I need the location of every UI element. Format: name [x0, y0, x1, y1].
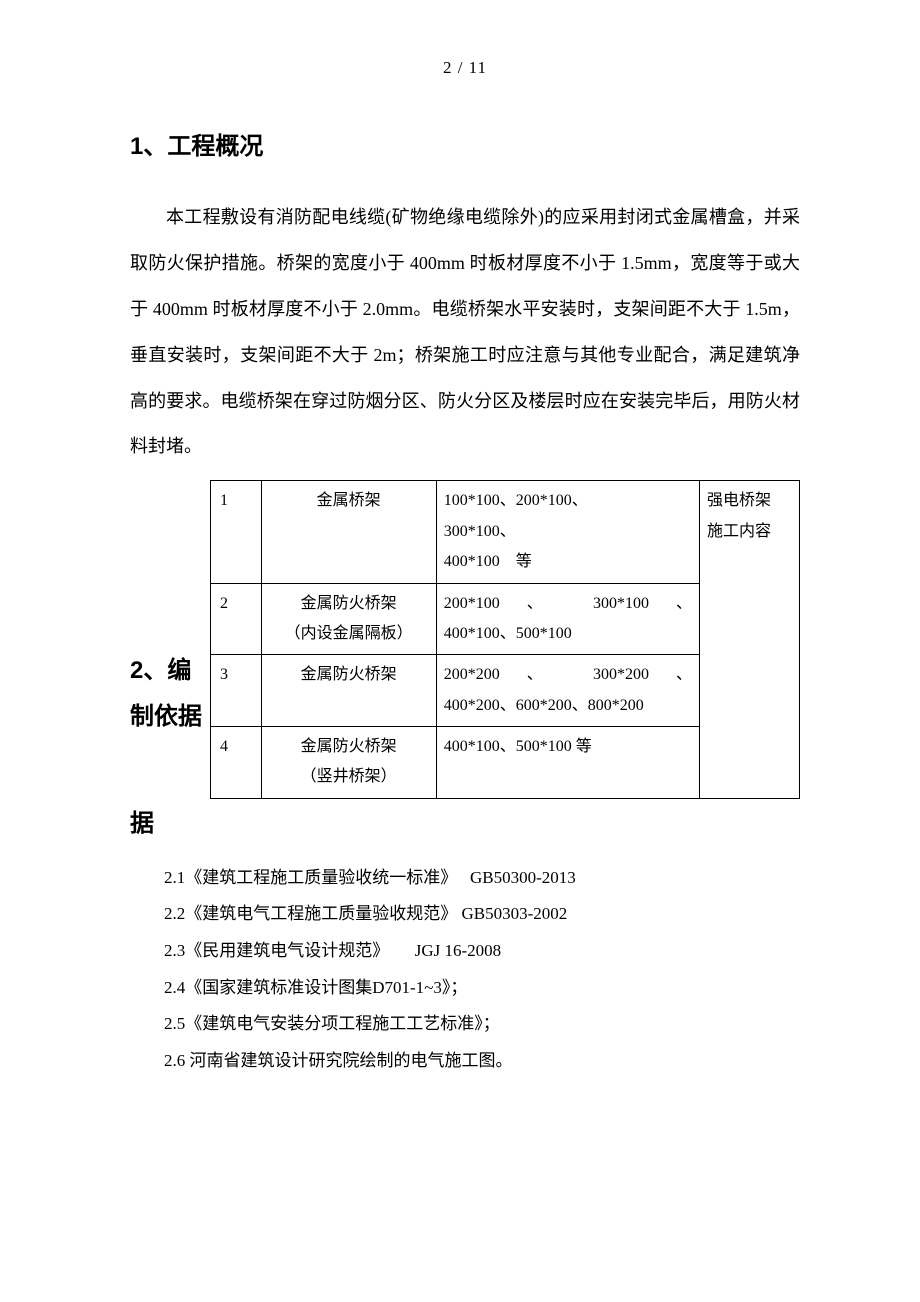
reference-list: 2.1《建筑工程施工质量验收统一标准》 GB50300-2013 2.2《建筑电…	[130, 860, 800, 1079]
spec-line: 400*100、500*100 等	[444, 738, 592, 755]
cell-name: 金属防火桥架 （内设金属隔板）	[261, 583, 436, 655]
cell-name: 金属防火桥架	[261, 655, 436, 727]
bridge-table: 1 金属桥架 100*100、200*100、 300*100、 400*100…	[210, 480, 800, 799]
reference-item: 2.4《国家建筑标准设计图集D701-1~3》；	[164, 970, 800, 1007]
cell-name: 金属桥架	[261, 481, 436, 583]
spec-line: 400*100、500*100	[444, 625, 572, 642]
name-line: 金属防火桥架	[301, 738, 397, 755]
cell-spec: 200*100 、 300*100 、 400*100、500*100	[436, 583, 699, 655]
spec-line: 100*100、200*100、	[444, 492, 588, 509]
reference-item: 2.5《建筑电气安装分项工程施工工艺标准》；	[164, 1006, 800, 1043]
reference-item: 2.3《民用建筑电气设计规范》 JGJ 16-2008	[164, 933, 800, 970]
right-note-line: 强电桥架	[707, 492, 771, 509]
spec-line: 200*200 、 300*200 、	[444, 660, 692, 690]
reference-item: 2.6 河南省建筑设计研究院绘制的电气施工图。	[164, 1043, 800, 1080]
reference-item: 2.2《建筑电气工程施工质量验收规范》 GB50303-2002	[164, 896, 800, 933]
table-row: 1 金属桥架 100*100、200*100、 300*100、 400*100…	[211, 481, 800, 583]
cell-idx: 3	[211, 655, 262, 727]
reference-item: 2.1《建筑工程施工质量验收统一标准》 GB50300-2013	[164, 860, 800, 897]
cell-idx: 1	[211, 481, 262, 583]
cell-idx: 2	[211, 583, 262, 655]
cell-right-note: 强电桥架 施工内容	[700, 481, 800, 799]
cell-spec: 100*100、200*100、 300*100、 400*100 等	[436, 481, 699, 583]
right-note-line: 施工内容	[707, 523, 771, 540]
page-number: 2 / 11	[130, 58, 800, 78]
cell-idx: 4	[211, 727, 262, 799]
name-line: 金属防火桥架	[301, 595, 397, 612]
section-2-title-col: 2、编制依据	[130, 480, 210, 739]
spec-line: 400*200、600*200、800*200	[444, 697, 644, 714]
cell-spec: 200*200 、 300*200 、 400*200、600*200、800*…	[436, 655, 699, 727]
bridge-table-wrap: 1 金属桥架 100*100、200*100、 300*100、 400*100…	[210, 480, 800, 799]
cell-name: 金属防火桥架 （竖井桥架）	[261, 727, 436, 799]
cell-spec: 400*100、500*100 等	[436, 727, 699, 799]
document-page: 2 / 11 1、工程概况 本工程敷设有消防配电线缆(矿物绝缘电缆除外)的应采用…	[0, 0, 920, 1302]
section-1-title: 1、工程概况	[130, 126, 800, 161]
name-line: （内设金属隔板）	[285, 625, 413, 642]
name-line: （竖井桥架）	[301, 768, 397, 785]
section-1-paragraph: 本工程敷设有消防配电线缆(矿物绝缘电缆除外)的应采用封闭式金属槽盒，并采取防火保…	[130, 195, 800, 470]
spec-line: 200*100 、 300*100 、	[444, 589, 692, 619]
section-2-title: 2、编制依据	[130, 648, 210, 739]
spec-line: 300*100、	[444, 523, 516, 540]
section-2-row: 2、编制依据 1 金属桥架 100*100、200*100、 300*100、 …	[130, 480, 800, 799]
spec-line: 400*100 等	[444, 553, 532, 570]
section-2-title-continue: 据	[130, 803, 800, 838]
